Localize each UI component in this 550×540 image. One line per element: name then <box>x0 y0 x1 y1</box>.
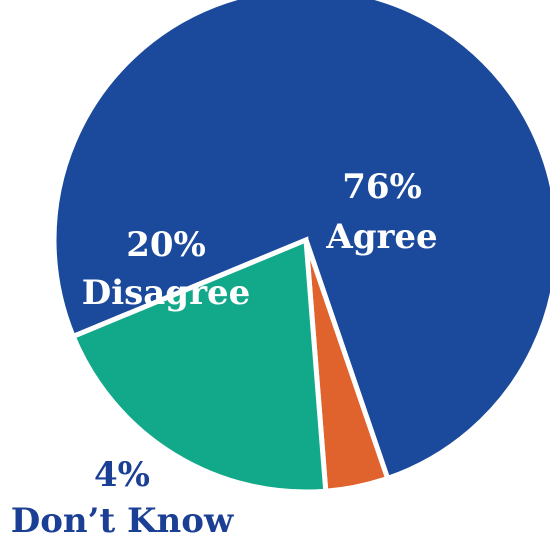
disagree-value-label: 20% <box>126 225 206 265</box>
disagree-category-label: Disagree <box>82 273 251 313</box>
dontknow-value-label: 4% <box>94 455 150 495</box>
dontknow-category-label: Don’t Know <box>11 501 234 540</box>
agree-category-label: Agree <box>325 217 437 257</box>
disagree-slice <box>69 236 329 495</box>
agree-value-label: 76% <box>342 167 422 207</box>
pie-slices <box>51 0 550 495</box>
